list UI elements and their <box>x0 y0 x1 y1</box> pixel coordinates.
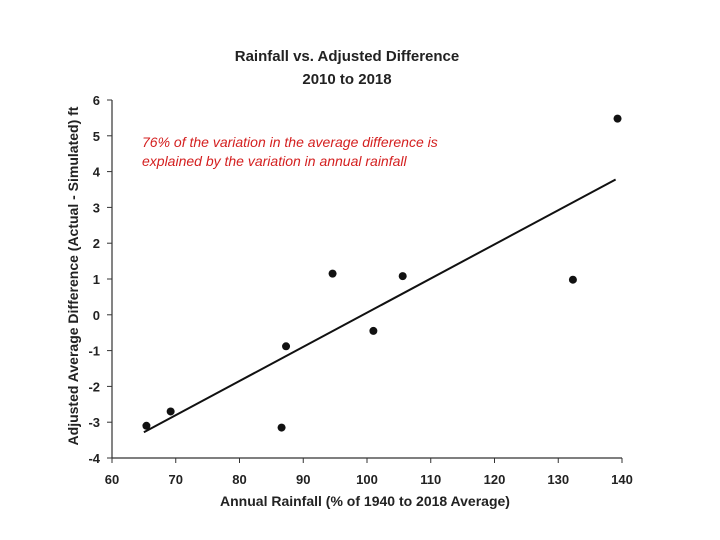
x-axis-ticks: 60 70 80 90 100 110 120 130 140 <box>105 458 633 487</box>
y-tick-label: 5 <box>93 129 100 144</box>
y-tick-label: 2 <box>93 236 100 251</box>
y-tick-label: 0 <box>93 308 100 323</box>
data-point <box>142 421 151 430</box>
data-point <box>166 407 175 416</box>
chart-title: Rainfall vs. Adjusted Difference <box>235 48 460 65</box>
x-tick-label: 130 <box>547 472 569 487</box>
x-tick-label: 100 <box>356 472 378 487</box>
trendline <box>143 178 617 434</box>
y-tick-label: -2 <box>88 379 100 394</box>
x-tick-label: 60 <box>105 472 119 487</box>
data-point <box>613 114 622 123</box>
data-point <box>282 342 291 351</box>
x-tick-label: 140 <box>611 472 633 487</box>
y-tick-label: 1 <box>93 272 100 287</box>
x-tick-label: 90 <box>296 472 310 487</box>
y-axis-label: Adjusted Average Difference (Actual - Si… <box>65 106 81 445</box>
data-point <box>568 275 577 284</box>
y-tick-label: 6 <box>93 93 100 108</box>
y-tick-label: 4 <box>93 165 101 180</box>
y-tick-label: -1 <box>88 344 100 359</box>
y-tick-label: 3 <box>93 200 100 215</box>
y-tick-label: -4 <box>88 451 100 466</box>
x-axis-label: Annual Rainfall (% of 1940 to 2018 Avera… <box>220 493 510 509</box>
data-points <box>142 114 622 432</box>
y-tick-label: -3 <box>88 415 100 430</box>
x-tick-label: 110 <box>420 472 441 487</box>
x-tick-label: 120 <box>484 472 506 487</box>
y-axis-ticks: -4 -3 -2 -1 0 1 2 3 4 5 6 <box>88 93 112 466</box>
data-point <box>369 326 378 335</box>
data-point <box>328 269 337 278</box>
x-tick-label: 80 <box>232 472 246 487</box>
chart-subtitle: 2010 to 2018 <box>302 71 391 88</box>
data-point <box>277 423 286 432</box>
data-point <box>398 272 407 281</box>
x-tick-label: 70 <box>169 472 183 487</box>
chart-annotation: 76% of the variation in the average diff… <box>142 134 438 169</box>
